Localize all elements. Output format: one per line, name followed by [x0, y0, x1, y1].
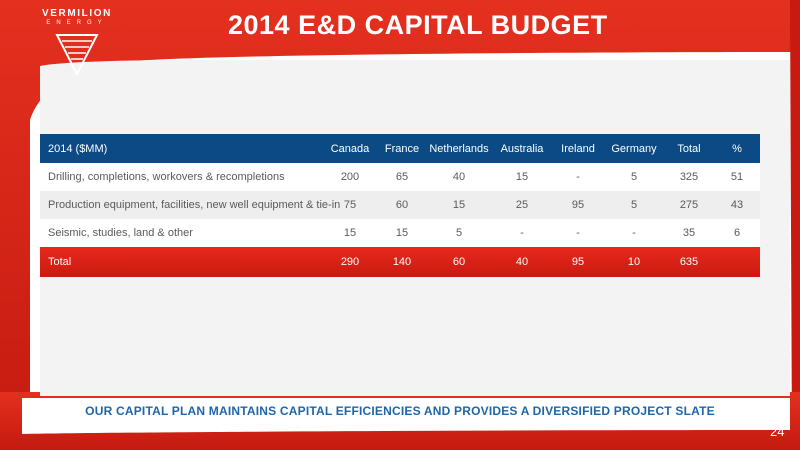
table-cell: 75 — [343, 199, 357, 211]
table-row: Seismic, studies, land & other 15 15 5 -… — [40, 219, 760, 247]
column-header: Australia — [500, 142, 544, 155]
table-cell: 15 — [452, 199, 466, 211]
capital-budget-table: 2014 ($MM) Canada France Netherlands Aus… — [40, 134, 760, 277]
table-cell: 5 — [455, 227, 463, 239]
table-total-row: Total 290 140 60 40 95 10 635 — [40, 247, 760, 277]
table-cell: 40 — [452, 171, 466, 183]
logo-name: VERMILION — [42, 8, 112, 19]
logo-subtitle: ENERGY — [46, 20, 108, 26]
footer-tagline: OUR CAPITAL PLAN MAINTAINS CAPITAL EFFIC… — [85, 404, 715, 418]
row-label: Drilling, completions, workovers & recom… — [48, 171, 285, 183]
table-cell: 65 — [395, 171, 409, 183]
page-title: 2014 E&D CAPITAL BUDGET — [228, 10, 608, 40]
table-row: Production equipment, facilities, new we… — [40, 191, 760, 219]
total-cell: 40 — [515, 256, 529, 268]
column-header: % — [732, 142, 742, 155]
total-cell: 60 — [452, 256, 466, 268]
total-cell: 140 — [392, 256, 412, 268]
table-cell: 43 — [730, 199, 744, 211]
total-cell: 635 — [679, 256, 699, 268]
table-cell: 51 — [730, 171, 744, 183]
total-cell: 10 — [627, 256, 641, 268]
table-cell: 5 — [630, 171, 638, 183]
table-cell: 15 — [343, 227, 357, 239]
table-cell: 325 — [679, 171, 699, 183]
total-cell: 290 — [340, 256, 360, 268]
total-label: Total — [48, 256, 72, 268]
vermilion-v-mark-icon — [55, 34, 99, 77]
table-cell: 6 — [733, 227, 741, 239]
column-header: Total — [677, 142, 701, 155]
column-header: 2014 ($MM) — [48, 142, 108, 155]
row-label: Production equipment, facilities, new we… — [48, 199, 341, 211]
table-cell: 200 — [340, 171, 360, 183]
table-row: Drilling, completions, workovers & recom… — [40, 163, 760, 191]
column-header: Ireland — [561, 142, 595, 155]
column-header: Canada — [330, 142, 370, 155]
table-cell: 15 — [515, 171, 529, 183]
table-cell: 95 — [571, 199, 585, 211]
table-cell: 15 — [395, 227, 409, 239]
table-cell: 60 — [395, 199, 409, 211]
column-header: France — [384, 142, 420, 155]
vermilion-logo: VERMILION ENERGY — [22, 8, 132, 80]
table-cell: - — [520, 227, 524, 239]
table-cell: 5 — [630, 199, 638, 211]
row-label: Seismic, studies, land & other — [48, 227, 193, 239]
table-cell: - — [576, 227, 580, 239]
page-number: 24 — [770, 424, 785, 439]
total-cell — [714, 247, 760, 277]
column-header: Netherlands — [429, 142, 489, 155]
table-header-row: 2014 ($MM) Canada France Netherlands Aus… — [40, 134, 760, 163]
total-cell: 95 — [571, 256, 585, 268]
table-cell: - — [576, 171, 580, 183]
table-cell: 275 — [679, 199, 699, 211]
column-header: Germany — [611, 142, 657, 155]
table-cell: - — [632, 227, 636, 239]
table-cell: 25 — [515, 199, 529, 211]
table-cell: 35 — [682, 227, 696, 239]
